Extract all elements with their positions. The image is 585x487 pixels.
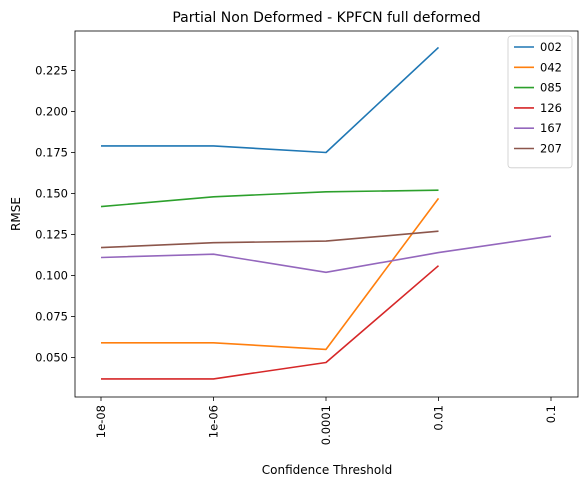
series-line-042: [101, 197, 440, 351]
x-tick-label: 1e-06: [207, 405, 221, 438]
y-tick-label: 0.100: [35, 269, 68, 283]
legend-box: [507, 35, 573, 169]
y-tick-label: 0.225: [35, 63, 68, 77]
y-tick-label: 0.125: [35, 228, 68, 242]
y-tick-label: 0.050: [35, 351, 68, 365]
chart-title: Partial Non Deformed - KPFCN full deform…: [172, 10, 480, 26]
legend-label: 207: [540, 142, 562, 156]
series-line-207: [100, 230, 439, 249]
series-line-126: [101, 265, 440, 380]
y-tick-label: 0.075: [35, 310, 68, 324]
x-tick-label: 1e-08: [94, 405, 108, 438]
series-line-085: [100, 189, 439, 208]
legend-label: 126: [540, 101, 562, 115]
x-tick-label: 0.1: [544, 405, 558, 423]
series-line-167: [100, 235, 552, 274]
y-tick-label: 0.200: [35, 104, 68, 118]
legend-label: 002: [540, 40, 562, 54]
x-axis-label: Confidence Threshold: [262, 463, 392, 477]
y-axis-label: RMSE: [9, 197, 23, 231]
y-axis-ticks: 0.050 0.075 0.100 0.125 0.150 0.175 0.200 0.225: [35, 63, 75, 365]
plot-lines: [100, 46, 552, 380]
x-axis-ticks: 1e-08 1e-06 0.0001 0.01 0.1: [94, 397, 558, 445]
y-tick-label: 0.150: [35, 186, 68, 200]
y-tick-label: 0.175: [35, 145, 68, 159]
series-line-002: [101, 46, 440, 154]
legend: 002 042 085 126 167 207: [507, 35, 573, 169]
legend-label: 085: [540, 81, 562, 95]
legend-label: 167: [540, 121, 562, 135]
plot-frame: [74, 30, 579, 398]
legend-label: 042: [540, 60, 562, 74]
x-tick-label: 0.0001: [319, 405, 333, 445]
x-tick-label: 0.01: [432, 405, 446, 431]
